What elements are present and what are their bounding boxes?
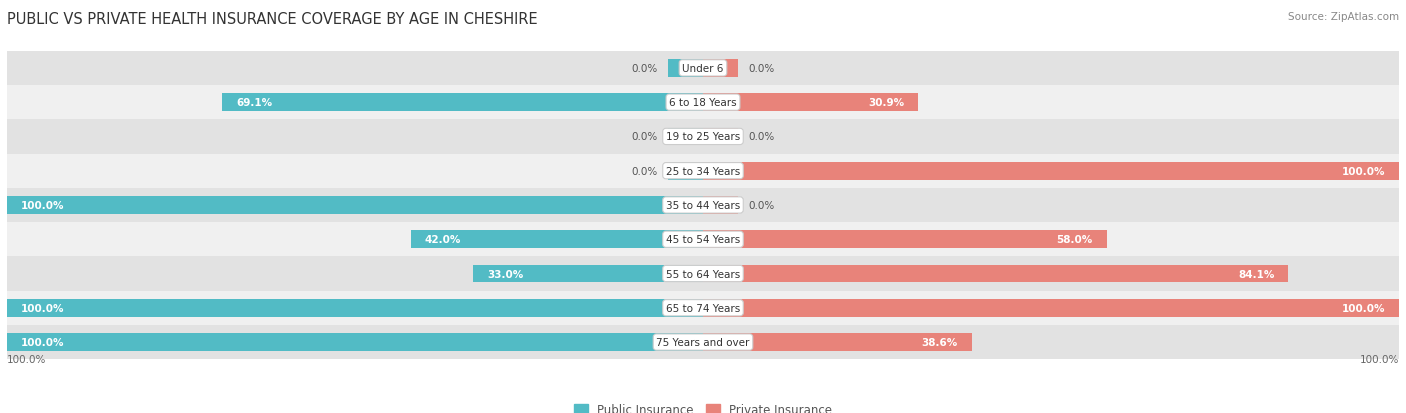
Bar <box>668 128 703 146</box>
Text: 30.9%: 30.9% <box>868 98 904 108</box>
Bar <box>474 265 703 283</box>
Bar <box>7 325 1399 359</box>
Legend: Public Insurance, Private Insurance: Public Insurance, Private Insurance <box>569 399 837 413</box>
Bar <box>703 333 972 351</box>
Bar <box>411 231 703 249</box>
Text: 0.0%: 0.0% <box>631 64 658 74</box>
Bar <box>7 188 1399 223</box>
Bar <box>703 231 1107 249</box>
Text: 35 to 44 Years: 35 to 44 Years <box>666 200 740 211</box>
Text: 19 to 25 Years: 19 to 25 Years <box>666 132 740 142</box>
Text: 0.0%: 0.0% <box>748 200 775 211</box>
Bar <box>703 162 1399 180</box>
Text: 42.0%: 42.0% <box>425 235 461 244</box>
Bar <box>7 52 1399 86</box>
Text: 58.0%: 58.0% <box>1056 235 1092 244</box>
Bar <box>703 197 738 214</box>
Bar <box>7 86 1399 120</box>
Text: 0.0%: 0.0% <box>748 64 775 74</box>
Bar <box>7 120 1399 154</box>
Text: Under 6: Under 6 <box>682 64 724 74</box>
Text: 33.0%: 33.0% <box>488 269 523 279</box>
Bar <box>7 197 703 214</box>
Text: 38.6%: 38.6% <box>921 337 957 347</box>
Bar <box>703 299 1399 317</box>
Text: 25 to 34 Years: 25 to 34 Years <box>666 166 740 176</box>
Bar <box>668 60 703 78</box>
Text: PUBLIC VS PRIVATE HEALTH INSURANCE COVERAGE BY AGE IN CHESHIRE: PUBLIC VS PRIVATE HEALTH INSURANCE COVER… <box>7 12 537 27</box>
Bar <box>703 128 738 146</box>
Bar <box>703 94 918 112</box>
Text: 0.0%: 0.0% <box>631 166 658 176</box>
Text: 69.1%: 69.1% <box>236 98 273 108</box>
Bar <box>7 154 1399 188</box>
Text: 6 to 18 Years: 6 to 18 Years <box>669 98 737 108</box>
Text: 65 to 74 Years: 65 to 74 Years <box>666 303 740 313</box>
Text: 100.0%: 100.0% <box>1360 354 1399 364</box>
Text: 100.0%: 100.0% <box>21 200 65 211</box>
Bar <box>7 223 1399 257</box>
Text: 100.0%: 100.0% <box>1341 166 1385 176</box>
Text: 45 to 54 Years: 45 to 54 Years <box>666 235 740 244</box>
Text: 75 Years and over: 75 Years and over <box>657 337 749 347</box>
Bar <box>222 94 703 112</box>
Text: 100.0%: 100.0% <box>7 354 46 364</box>
Bar <box>668 162 703 180</box>
Text: 100.0%: 100.0% <box>21 303 65 313</box>
Bar <box>7 257 1399 291</box>
Text: 0.0%: 0.0% <box>748 132 775 142</box>
Text: 100.0%: 100.0% <box>21 337 65 347</box>
Bar <box>703 265 1288 283</box>
Text: 100.0%: 100.0% <box>1341 303 1385 313</box>
Bar <box>7 299 703 317</box>
Bar <box>7 333 703 351</box>
Text: 0.0%: 0.0% <box>631 132 658 142</box>
Text: 55 to 64 Years: 55 to 64 Years <box>666 269 740 279</box>
Bar <box>703 60 738 78</box>
Text: Source: ZipAtlas.com: Source: ZipAtlas.com <box>1288 12 1399 22</box>
Text: 84.1%: 84.1% <box>1239 269 1274 279</box>
Bar <box>7 291 1399 325</box>
